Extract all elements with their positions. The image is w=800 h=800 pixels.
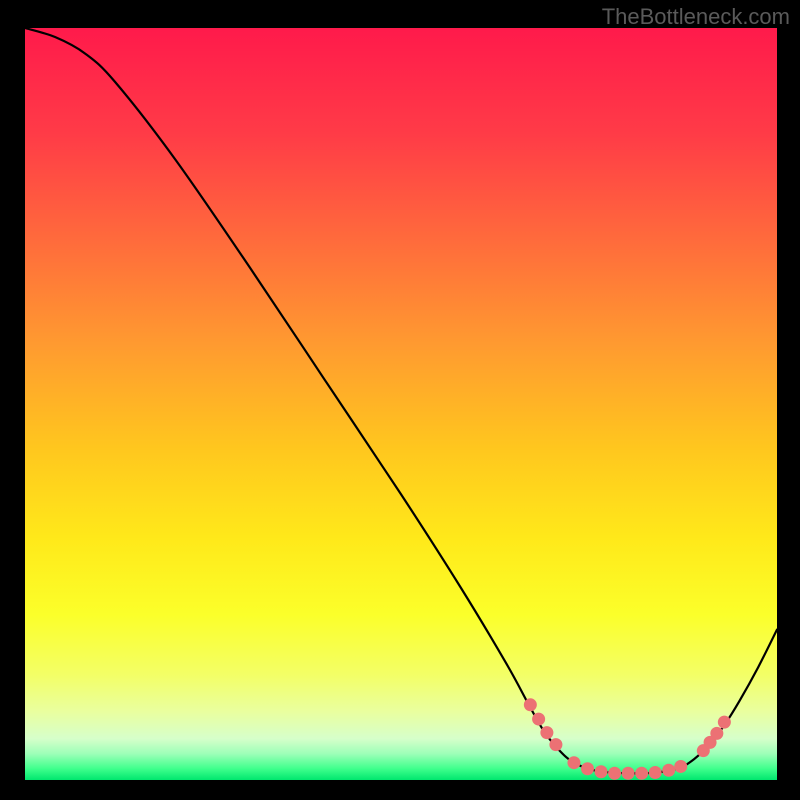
data-marker [622,767,635,780]
plot-background [25,28,777,780]
data-marker [567,756,580,769]
data-marker [532,713,545,726]
watermark-text: TheBottleneck.com [602,4,790,30]
data-marker [674,760,687,773]
data-marker [718,716,731,729]
data-marker [710,727,723,740]
chart-root: TheBottleneck.com [0,0,800,800]
data-marker [524,698,537,711]
data-marker [608,767,621,780]
data-marker [540,726,553,739]
data-marker [581,762,594,775]
chart-svg [0,0,800,800]
data-marker [662,764,675,777]
data-marker [635,767,648,780]
data-marker [549,738,562,751]
data-marker [595,765,608,778]
data-marker [649,766,662,779]
